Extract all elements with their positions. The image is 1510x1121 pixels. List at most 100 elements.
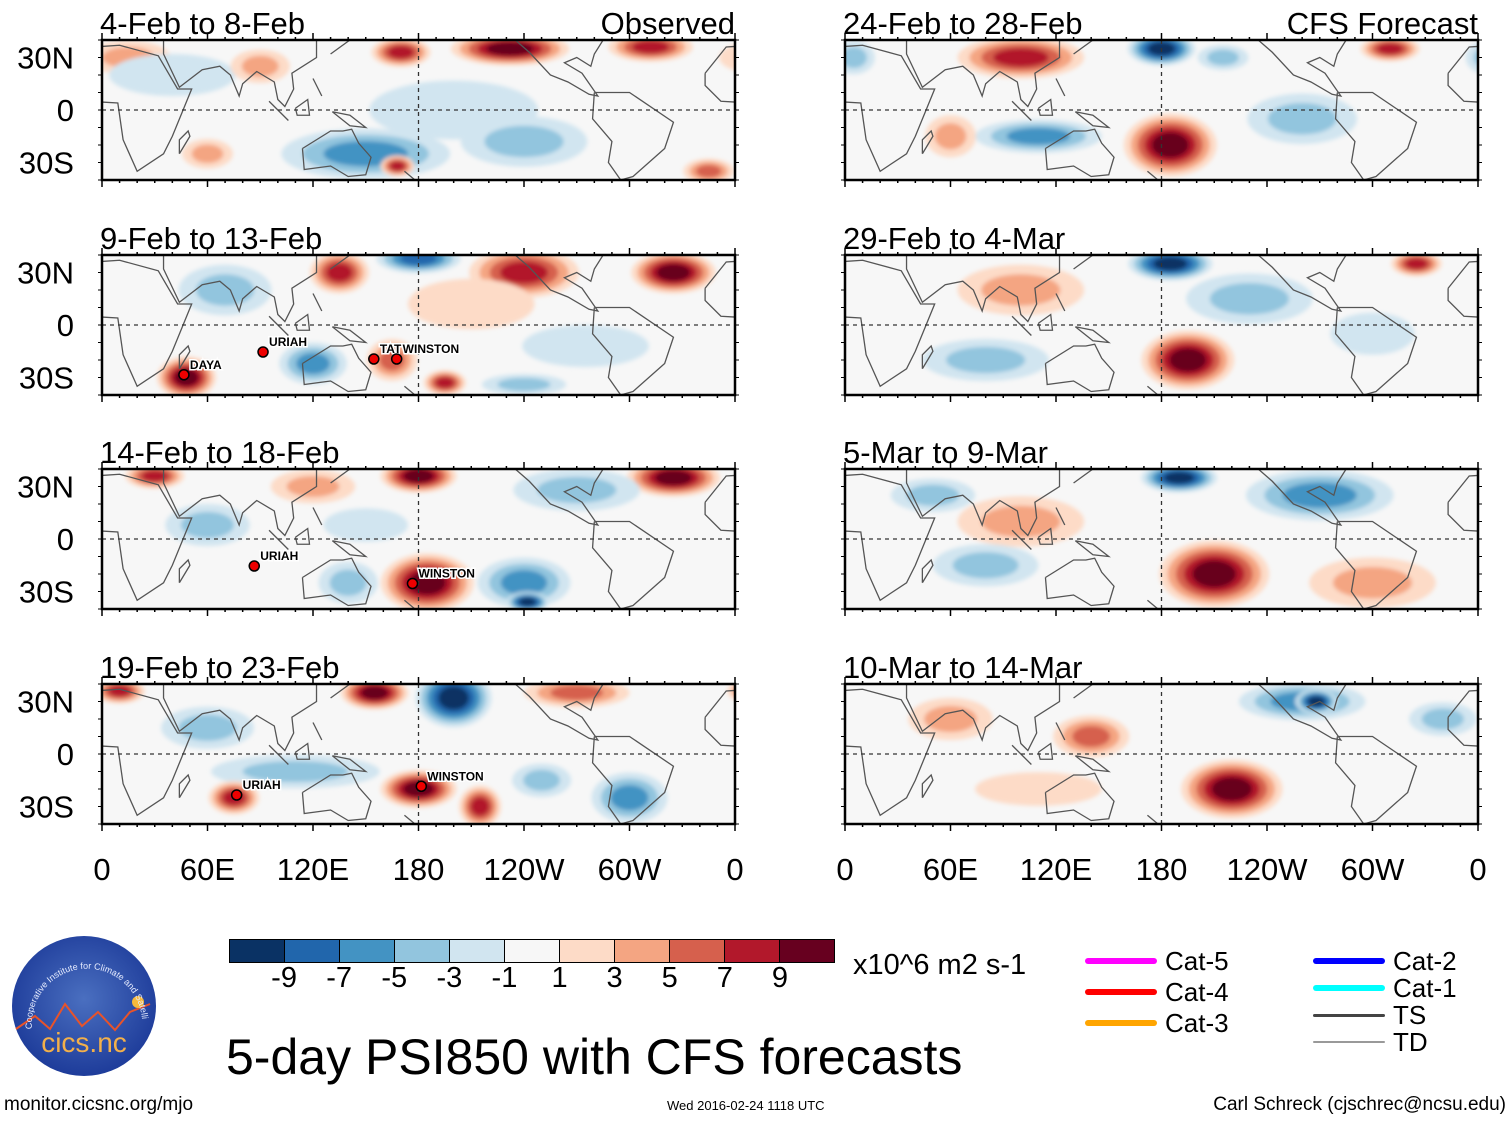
storm-track-marker	[178, 369, 190, 381]
anomaly-contour	[438, 686, 469, 710]
coastline	[301, 128, 372, 178]
coastline	[514, 40, 604, 97]
xtick-label: 60W	[1341, 852, 1405, 887]
anomaly-contour	[196, 274, 255, 306]
storm-label: WINSTON	[427, 769, 483, 783]
column-label: CFS Forecast	[1287, 6, 1479, 41]
anomaly-contour	[499, 261, 549, 284]
anomaly-contour	[497, 377, 551, 392]
map-panel: 10-Mar to 14-Mar	[776, 650, 1482, 831]
legend-line-swatch	[1313, 958, 1385, 964]
coastline	[1147, 814, 1159, 824]
anomaly-contour	[1072, 726, 1111, 747]
coastline	[294, 527, 311, 545]
coastline	[704, 689, 735, 747]
footer-author: Carl Schreck (cjschrec@ncsu.edu)	[1213, 1094, 1506, 1115]
coastline	[162, 684, 318, 752]
anomaly-contour	[109, 54, 236, 96]
colorbar-swatch	[284, 940, 339, 962]
coastline	[812, 131, 823, 154]
coastline	[331, 326, 368, 344]
colorbar-swatch	[449, 940, 504, 962]
coastline	[704, 45, 735, 103]
ytick-label: 30S	[19, 790, 74, 825]
anomaly-contour	[486, 42, 534, 56]
storm-label: TAT	[380, 342, 402, 356]
xtick-label: 120E	[1020, 852, 1092, 887]
coastline	[102, 473, 193, 602]
coastline	[1055, 507, 1066, 526]
map-panel: 4-Feb to 8-Feb Observed 30N 0 30S	[17, 6, 823, 187]
xtick-label: 0	[836, 852, 853, 887]
anomaly-contour	[178, 714, 237, 741]
anomaly-contour	[1282, 482, 1357, 508]
anomaly-contour	[1163, 471, 1195, 484]
coastline	[1037, 98, 1054, 116]
legend-line-swatch	[1313, 1013, 1385, 1017]
anomaly-contour	[794, 360, 844, 396]
anomaly-contour	[108, 685, 131, 697]
xtick-label: 60W	[598, 852, 662, 887]
ytick-label: 30S	[19, 575, 74, 610]
legend-label: Cat-5	[1165, 945, 1229, 976]
coastline	[268, 100, 289, 121]
coastline	[1073, 469, 1094, 484]
coastline	[905, 469, 1061, 537]
ytick-label: 30N	[17, 41, 74, 76]
xtick-label: 120W	[484, 852, 566, 887]
anomaly-contour	[808, 369, 832, 386]
coastline	[1044, 128, 1115, 178]
anomaly-contour	[719, 44, 735, 71]
anomaly-contour	[470, 797, 490, 816]
storm-label: URIAH	[243, 778, 281, 792]
map-panel: URIAH WINSTON 14-Feb to 18-Feb 30N 0 30S	[17, 435, 739, 616]
anomaly-contour	[906, 484, 960, 506]
coastline	[1257, 684, 1347, 741]
legend-label: Cat-2	[1393, 945, 1457, 976]
coastline	[1055, 293, 1066, 312]
coastline	[1044, 772, 1115, 822]
coastline	[1257, 255, 1347, 312]
coastline	[294, 98, 311, 116]
anomaly-contour	[934, 123, 967, 150]
coastline	[905, 255, 1061, 323]
storm-track-marker	[257, 346, 269, 358]
coastline	[331, 540, 368, 558]
colorbar-label: -7	[326, 962, 353, 994]
legend-line-swatch	[1085, 958, 1157, 964]
anomaly-contour	[695, 164, 722, 178]
coastline	[404, 814, 416, 824]
xtick-label: 60E	[923, 852, 978, 887]
colorbar-label: -9	[271, 962, 297, 994]
map-panel: 5-Mar to 9-Mar	[841, 435, 1482, 616]
coastline	[1334, 306, 1418, 395]
anomaly-contour	[400, 255, 437, 265]
anomaly-contour	[523, 769, 561, 791]
xtick-label: 180	[1136, 852, 1188, 887]
anomaly-contour	[484, 125, 564, 158]
anomaly-contour	[776, 702, 844, 736]
anomaly-contour	[537, 476, 617, 504]
legend-line-swatch	[1085, 989, 1157, 995]
anomaly-contour	[1421, 708, 1464, 730]
anomaly-contour	[735, 47, 788, 68]
xtick-label: 120W	[1227, 852, 1309, 887]
ytick-label: 0	[57, 737, 74, 772]
coastline	[330, 40, 351, 55]
coastline	[845, 44, 936, 173]
cics-logo: Cooperative Institute for Climate and Sa…	[10, 934, 156, 1076]
legend-label: TS	[1393, 999, 1427, 1030]
anomaly-contour	[390, 161, 405, 171]
anomaly-contour	[1151, 132, 1189, 158]
storm-track-marker	[368, 353, 380, 365]
coastline	[1073, 684, 1094, 699]
coastline	[812, 346, 823, 369]
coastline	[331, 111, 368, 129]
units-label: x10^6 m2 s-1	[853, 949, 1027, 981]
anomaly-contour	[1192, 560, 1237, 588]
anomaly-contour	[656, 264, 691, 281]
footer-url[interactable]: monitor.cicsnc.org/mjo	[4, 1094, 194, 1115]
coastline	[1447, 45, 1478, 103]
coastline	[812, 775, 823, 798]
colorbar-swatch	[230, 940, 284, 962]
